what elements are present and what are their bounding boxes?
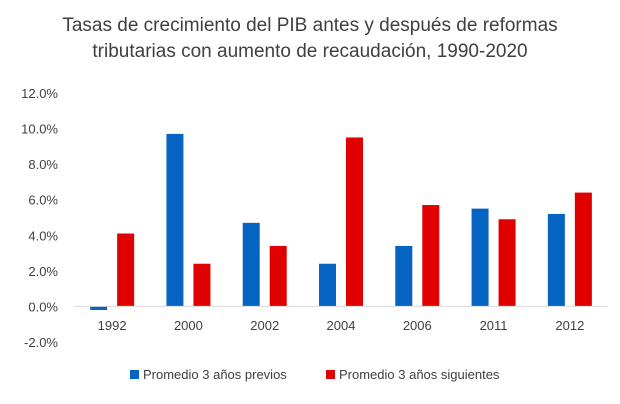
bar-2012-series-2 [574, 192, 592, 307]
bar-1992-series-1 [90, 306, 108, 310]
y-tick-label: 4.0% [28, 228, 58, 243]
legend-label-series-2: Promedio 3 años siguientes [339, 367, 500, 382]
y-tick-label: 0.0% [28, 299, 58, 314]
x-tick-label: 2006 [403, 318, 432, 333]
chart-title-line-1: Tasas de crecimiento del PIB antes y des… [62, 15, 558, 36]
bar-2000-series-1 [166, 133, 184, 307]
legend-swatch-series-1 [130, 370, 139, 379]
x-tick-label: 2000 [174, 318, 203, 333]
bar-2004-series-1 [319, 263, 336, 307]
bar-2000-series-2 [193, 263, 211, 307]
y-tick-label: 6.0% [28, 193, 58, 208]
bar-1992-series-2 [117, 233, 135, 307]
chart-title-line-2: tributarias con aumento de recaudación, … [92, 41, 528, 62]
bar-2006-series-1 [395, 245, 413, 307]
legend-swatch-series-2 [326, 370, 335, 379]
bar-2011-series-1 [471, 208, 489, 307]
bar-2012-series-1 [547, 213, 565, 307]
bar-2004-series-2 [346, 137, 363, 307]
y-tick-label: -2.0% [24, 335, 58, 350]
x-tick-label: 2012 [555, 318, 584, 333]
bar-2006-series-2 [422, 205, 440, 307]
y-tick-label: 2.0% [28, 264, 58, 279]
y-tick-label: 8.0% [28, 157, 58, 172]
bar-2002-series-1 [242, 222, 260, 307]
y-tick-label: 10.0% [21, 122, 58, 137]
y-tick-label: 12.0% [21, 86, 58, 101]
x-tick-label: 2011 [480, 318, 508, 333]
bar-2011-series-2 [498, 219, 516, 307]
x-tick-label: 2004 [327, 318, 356, 333]
bar-2002-series-2 [269, 245, 287, 307]
x-tick-label: 2002 [250, 318, 279, 333]
legend-label-series-1: Promedio 3 años previos [143, 367, 287, 382]
x-tick-label: 1992 [98, 318, 127, 333]
